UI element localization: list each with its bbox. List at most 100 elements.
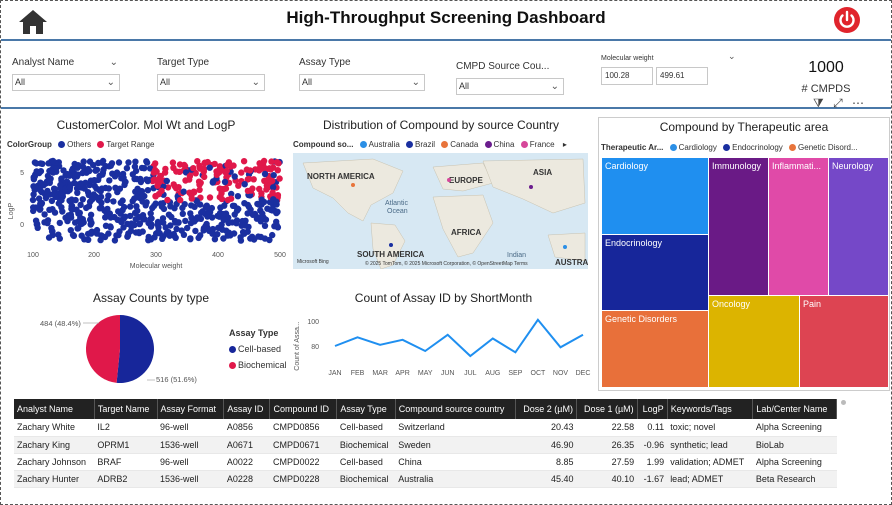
treemap-tile-endocrinology[interactable]: Endocrinology bbox=[601, 234, 709, 311]
table-row[interactable]: Zachary King OPRM1 1536-well A0671 CMPD0671 B… bbox=[14, 436, 837, 454]
legend-item[interactable]: Others bbox=[67, 140, 92, 149]
scatter-point bbox=[229, 202, 237, 209]
scatter-point bbox=[139, 212, 147, 219]
chevron-down-icon[interactable]: ⌄ bbox=[728, 51, 736, 61]
legend-item[interactable]: Cell-based bbox=[238, 344, 282, 354]
column-header[interactable]: Keywords/Tags bbox=[667, 399, 754, 419]
legend-item[interactable]: Endocrinology bbox=[732, 143, 783, 152]
scatter-point bbox=[46, 177, 53, 184]
filter-icon[interactable]: ⧩ bbox=[813, 96, 824, 110]
column-header[interactable]: Assay Type bbox=[336, 399, 396, 419]
scatter-point bbox=[67, 227, 75, 234]
legend-item[interactable]: France bbox=[529, 140, 555, 149]
home-icon[interactable] bbox=[18, 9, 48, 35]
treemap-tile-pain[interactable]: Pain bbox=[799, 295, 889, 388]
scatter-point bbox=[211, 236, 219, 243]
column-header[interactable]: Analyst Name bbox=[14, 399, 95, 419]
more-options-icon[interactable]: ⋯ bbox=[852, 96, 865, 110]
pie-slice-cell-based[interactable] bbox=[116, 315, 155, 383]
scatter-point bbox=[58, 191, 65, 198]
world-map[interactable]: NORTH AMERICA EUROPE ASIA Atlantic Ocean… bbox=[293, 153, 588, 269]
treemap-tile-oncology[interactable]: Oncology bbox=[708, 295, 800, 388]
legend-item[interactable]: Target Range bbox=[106, 140, 155, 149]
table-row[interactable]: Zachary White IL2 96-well A0856 CMPD0856 Cell… bbox=[14, 419, 837, 437]
scatter-point bbox=[85, 236, 92, 243]
column-header[interactable]: Dose 2 (µM) bbox=[515, 399, 577, 419]
country-dot-brazil[interactable] bbox=[389, 243, 393, 247]
scatter-point bbox=[179, 204, 186, 212]
legend-item[interactable]: Biochemical bbox=[238, 360, 287, 370]
scatter-point bbox=[64, 217, 71, 225]
column-header[interactable]: Compound source country bbox=[395, 399, 517, 419]
south-america-shape bbox=[370, 222, 406, 269]
target-type-select[interactable]: All ⌄ bbox=[157, 74, 265, 91]
scatter-plot[interactable]: LogP 5 0 100 200 300 400 500 Molecular w… bbox=[1, 151, 291, 273]
legend-item[interactable]: Brazil bbox=[415, 140, 436, 149]
scatter-point bbox=[266, 236, 273, 244]
scatter-point bbox=[204, 213, 211, 220]
country-dot-canada[interactable] bbox=[351, 183, 355, 187]
treemap-tile-genetic-disorders[interactable]: Genetic Disorders bbox=[601, 310, 709, 388]
treemap-tile-cardiology[interactable]: Cardiology bbox=[601, 157, 709, 235]
treemap-tile-immunology[interactable]: Immunology bbox=[708, 157, 769, 296]
map-legend: Compound so... Australia Brazil Canada C… bbox=[293, 140, 567, 149]
legend-item[interactable]: China bbox=[493, 140, 515, 149]
scatter-point bbox=[187, 235, 194, 242]
table-cell: China bbox=[395, 453, 516, 471]
table-row[interactable]: Zachary Hunter ADRB2 1536-well A0228 CMPD022… bbox=[14, 470, 837, 488]
scatter-point bbox=[267, 166, 274, 173]
legend-next-icon[interactable]: ▸ bbox=[562, 140, 567, 149]
scatter-point bbox=[245, 203, 253, 210]
scatter-point bbox=[135, 229, 142, 236]
assay-type-select[interactable]: All ⌄ bbox=[299, 74, 425, 91]
scatter-point bbox=[196, 186, 203, 193]
column-header[interactable]: LogP bbox=[637, 399, 668, 419]
scatter-point bbox=[209, 179, 216, 186]
power-icon[interactable] bbox=[833, 6, 861, 34]
scatter-point bbox=[274, 224, 282, 231]
scatter-point bbox=[263, 182, 270, 189]
table-cell: A0022 bbox=[223, 453, 270, 471]
line-chart[interactable]: Count of Assa... 100 80 JAN FEB MAR APR MAY JU… bbox=[291, 306, 593, 381]
scatter-point bbox=[257, 214, 265, 222]
country-dot-france[interactable] bbox=[447, 178, 451, 182]
scatter-point bbox=[74, 189, 81, 196]
treemap-tile-inflammation[interactable]: Inflammati... bbox=[768, 157, 829, 296]
pie-chart[interactable]: 484 (48.4%) 516 (51.6%) bbox=[1, 306, 291, 391]
country-dot-china[interactable] bbox=[529, 185, 533, 189]
column-header[interactable]: Compound ID bbox=[269, 399, 338, 419]
scatter-point bbox=[33, 160, 40, 167]
table-row[interactable]: Zachary Johnson BRAF 96-well A0022 CMPD0022 C… bbox=[14, 453, 837, 471]
molecular-weight-max-input[interactable]: 499.61 bbox=[656, 67, 708, 85]
column-header[interactable]: Assay ID bbox=[223, 399, 271, 419]
molecular-weight-min-input[interactable]: 100.28 bbox=[601, 67, 653, 85]
table-scrollbar[interactable] bbox=[841, 400, 846, 405]
table-cell: 1.99 bbox=[637, 453, 668, 471]
y-tick-label: 5 bbox=[20, 170, 24, 177]
chevron-down-icon[interactable]: ⌄ bbox=[109, 57, 118, 68]
column-header[interactable]: Dose 1 (µM) bbox=[576, 399, 638, 419]
cmpd-source-country-select[interactable]: All ⌄ bbox=[456, 78, 564, 95]
pie-slice-biochemical[interactable] bbox=[86, 315, 120, 383]
legend-item[interactable]: Canada bbox=[450, 140, 479, 149]
legend-item[interactable]: Cardiology bbox=[678, 143, 717, 152]
country-dot-australia[interactable] bbox=[563, 245, 567, 249]
scatter-point bbox=[78, 232, 85, 239]
scatter-point bbox=[132, 216, 139, 223]
legend-item[interactable]: Australia bbox=[368, 140, 400, 149]
column-header[interactable]: Lab/Center Name bbox=[752, 399, 837, 419]
x-tick-label: SEP bbox=[508, 370, 522, 377]
scatter-point bbox=[163, 177, 170, 185]
table-cell: A0671 bbox=[223, 436, 270, 454]
scatter-point bbox=[214, 231, 221, 238]
focus-mode-icon[interactable]: ⤢ bbox=[833, 96, 843, 110]
column-header[interactable]: Assay Format bbox=[157, 399, 225, 419]
analyst-name-select[interactable]: All ⌄ bbox=[12, 74, 120, 91]
column-header[interactable]: Target Name bbox=[94, 399, 158, 419]
scatter-point bbox=[191, 203, 198, 210]
legend-item[interactable]: Genetic Disord... bbox=[798, 143, 858, 152]
scatter-point bbox=[35, 169, 43, 177]
scatter-point bbox=[34, 224, 41, 231]
scatter-point bbox=[245, 175, 252, 183]
treemap-tile-neurology[interactable]: Neurology bbox=[828, 157, 889, 296]
